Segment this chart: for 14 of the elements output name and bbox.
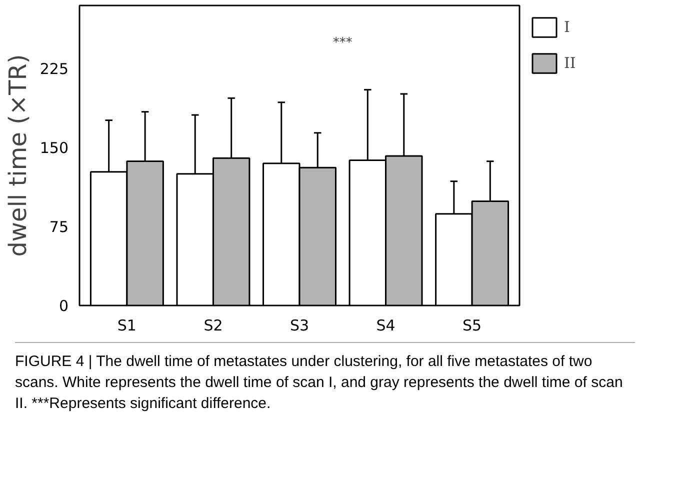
y-tick-label: 0 bbox=[58, 297, 69, 315]
x-tick-label: S1 bbox=[117, 316, 136, 334]
y-tick-label: 225 bbox=[40, 60, 69, 78]
x-tick-label: S2 bbox=[204, 316, 223, 334]
y-axis-title: dwell time (×TR) bbox=[4, 54, 32, 257]
x-tick-label: S3 bbox=[290, 316, 310, 334]
caption: FIGURE 4 | The dwell time of metastates under clustering, for all five metastates of two scans. White represents the dwell time of scan I, and gray represents the dwell time of scan II. ***Represents significant difference. bbox=[15, 352, 624, 414]
x-tick-label: S4 bbox=[376, 316, 396, 334]
y-tick-label: 75 bbox=[49, 218, 69, 236]
legend-label: I bbox=[564, 18, 571, 36]
annotation: *** bbox=[332, 36, 353, 50]
y-tick-label: 150 bbox=[40, 139, 69, 158]
legend-label: II bbox=[564, 54, 577, 72]
x-tick-label: S5 bbox=[462, 316, 482, 334]
